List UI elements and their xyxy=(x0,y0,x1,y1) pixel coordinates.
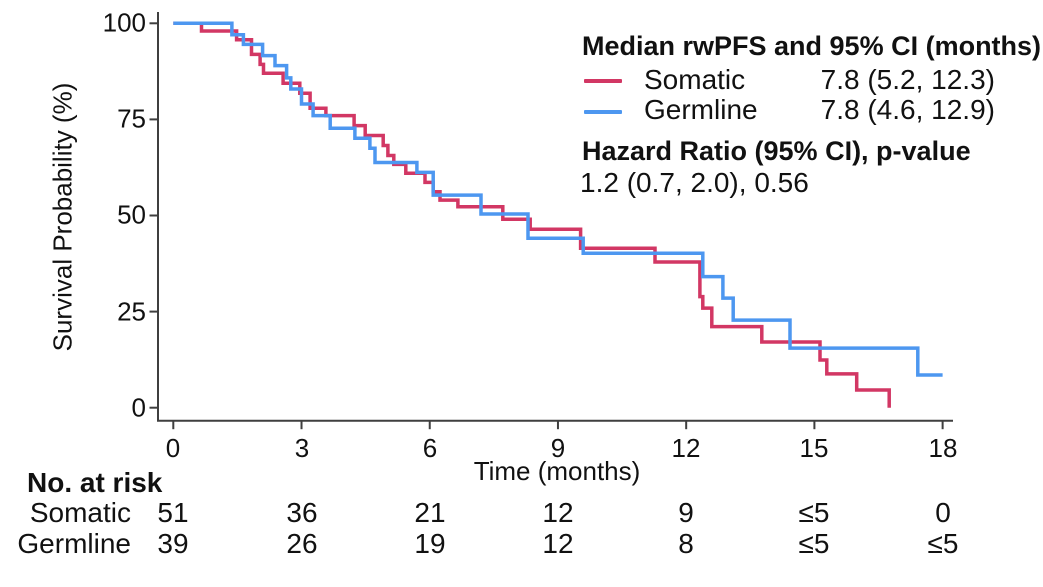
x-tick-0: 0 xyxy=(165,433,181,463)
x-tick-18: 18 xyxy=(928,433,958,463)
y-tick-75: 75 xyxy=(117,103,146,134)
risk-cell: 21 xyxy=(414,497,446,528)
risk-cell: 12 xyxy=(542,528,574,559)
risk-cell: 9 xyxy=(678,497,694,528)
germline-line-swatch xyxy=(584,110,622,114)
x-tick-6: 6 xyxy=(422,433,438,463)
risk-cell: 51 xyxy=(157,497,189,528)
legend-value-somatic: 7.8 (5.2, 12.3) xyxy=(820,64,995,95)
hazard-ratio-value: 1.2 (0.7, 2.0), 0.56 xyxy=(580,167,809,198)
x-tick-15: 15 xyxy=(799,433,829,463)
y-tick-50: 50 xyxy=(117,199,146,230)
y-tick-25: 25 xyxy=(117,296,146,327)
y-tick-100: 100 xyxy=(102,7,146,38)
risk-cell: ≤5 xyxy=(798,528,830,559)
risk-table-title: No. at risk xyxy=(27,467,163,498)
risk-cell: 19 xyxy=(414,528,446,559)
risk-row-label-germline: Germline xyxy=(17,528,131,559)
germline-survival-curve xyxy=(173,21,943,377)
x-tick-3: 3 xyxy=(294,433,310,463)
risk-cell: ≤5 xyxy=(927,528,959,559)
x-axis-title: Time (months) xyxy=(473,456,641,486)
legend-label-somatic: Somatic xyxy=(644,64,746,95)
risk-row-label-somatic: Somatic xyxy=(29,497,131,528)
x-tick-12: 12 xyxy=(671,433,701,463)
risk-cell: 36 xyxy=(286,497,318,528)
somatic-line-swatch xyxy=(584,79,622,83)
legend-label-germline: Germline xyxy=(644,94,758,125)
x-tick-9: 9 xyxy=(550,433,566,463)
y-axis-title: Survival Probability (%) xyxy=(47,82,78,352)
risk-cell: 12 xyxy=(542,497,574,528)
hazard-ratio-title: Hazard Ratio (95% CI), p-value xyxy=(582,136,971,166)
risk-cell: 39 xyxy=(157,528,189,559)
legend-value-germline: 7.8 (4.6, 12.9) xyxy=(820,94,995,125)
risk-cell: 0 xyxy=(935,497,951,528)
risk-cell: 26 xyxy=(286,528,318,559)
y-tick-0: 0 xyxy=(131,392,146,423)
legend-title: Median rwPFS and 95% CI (months) xyxy=(582,31,1042,61)
risk-cell: ≤5 xyxy=(798,497,830,528)
risk-cell: 8 xyxy=(678,528,694,559)
